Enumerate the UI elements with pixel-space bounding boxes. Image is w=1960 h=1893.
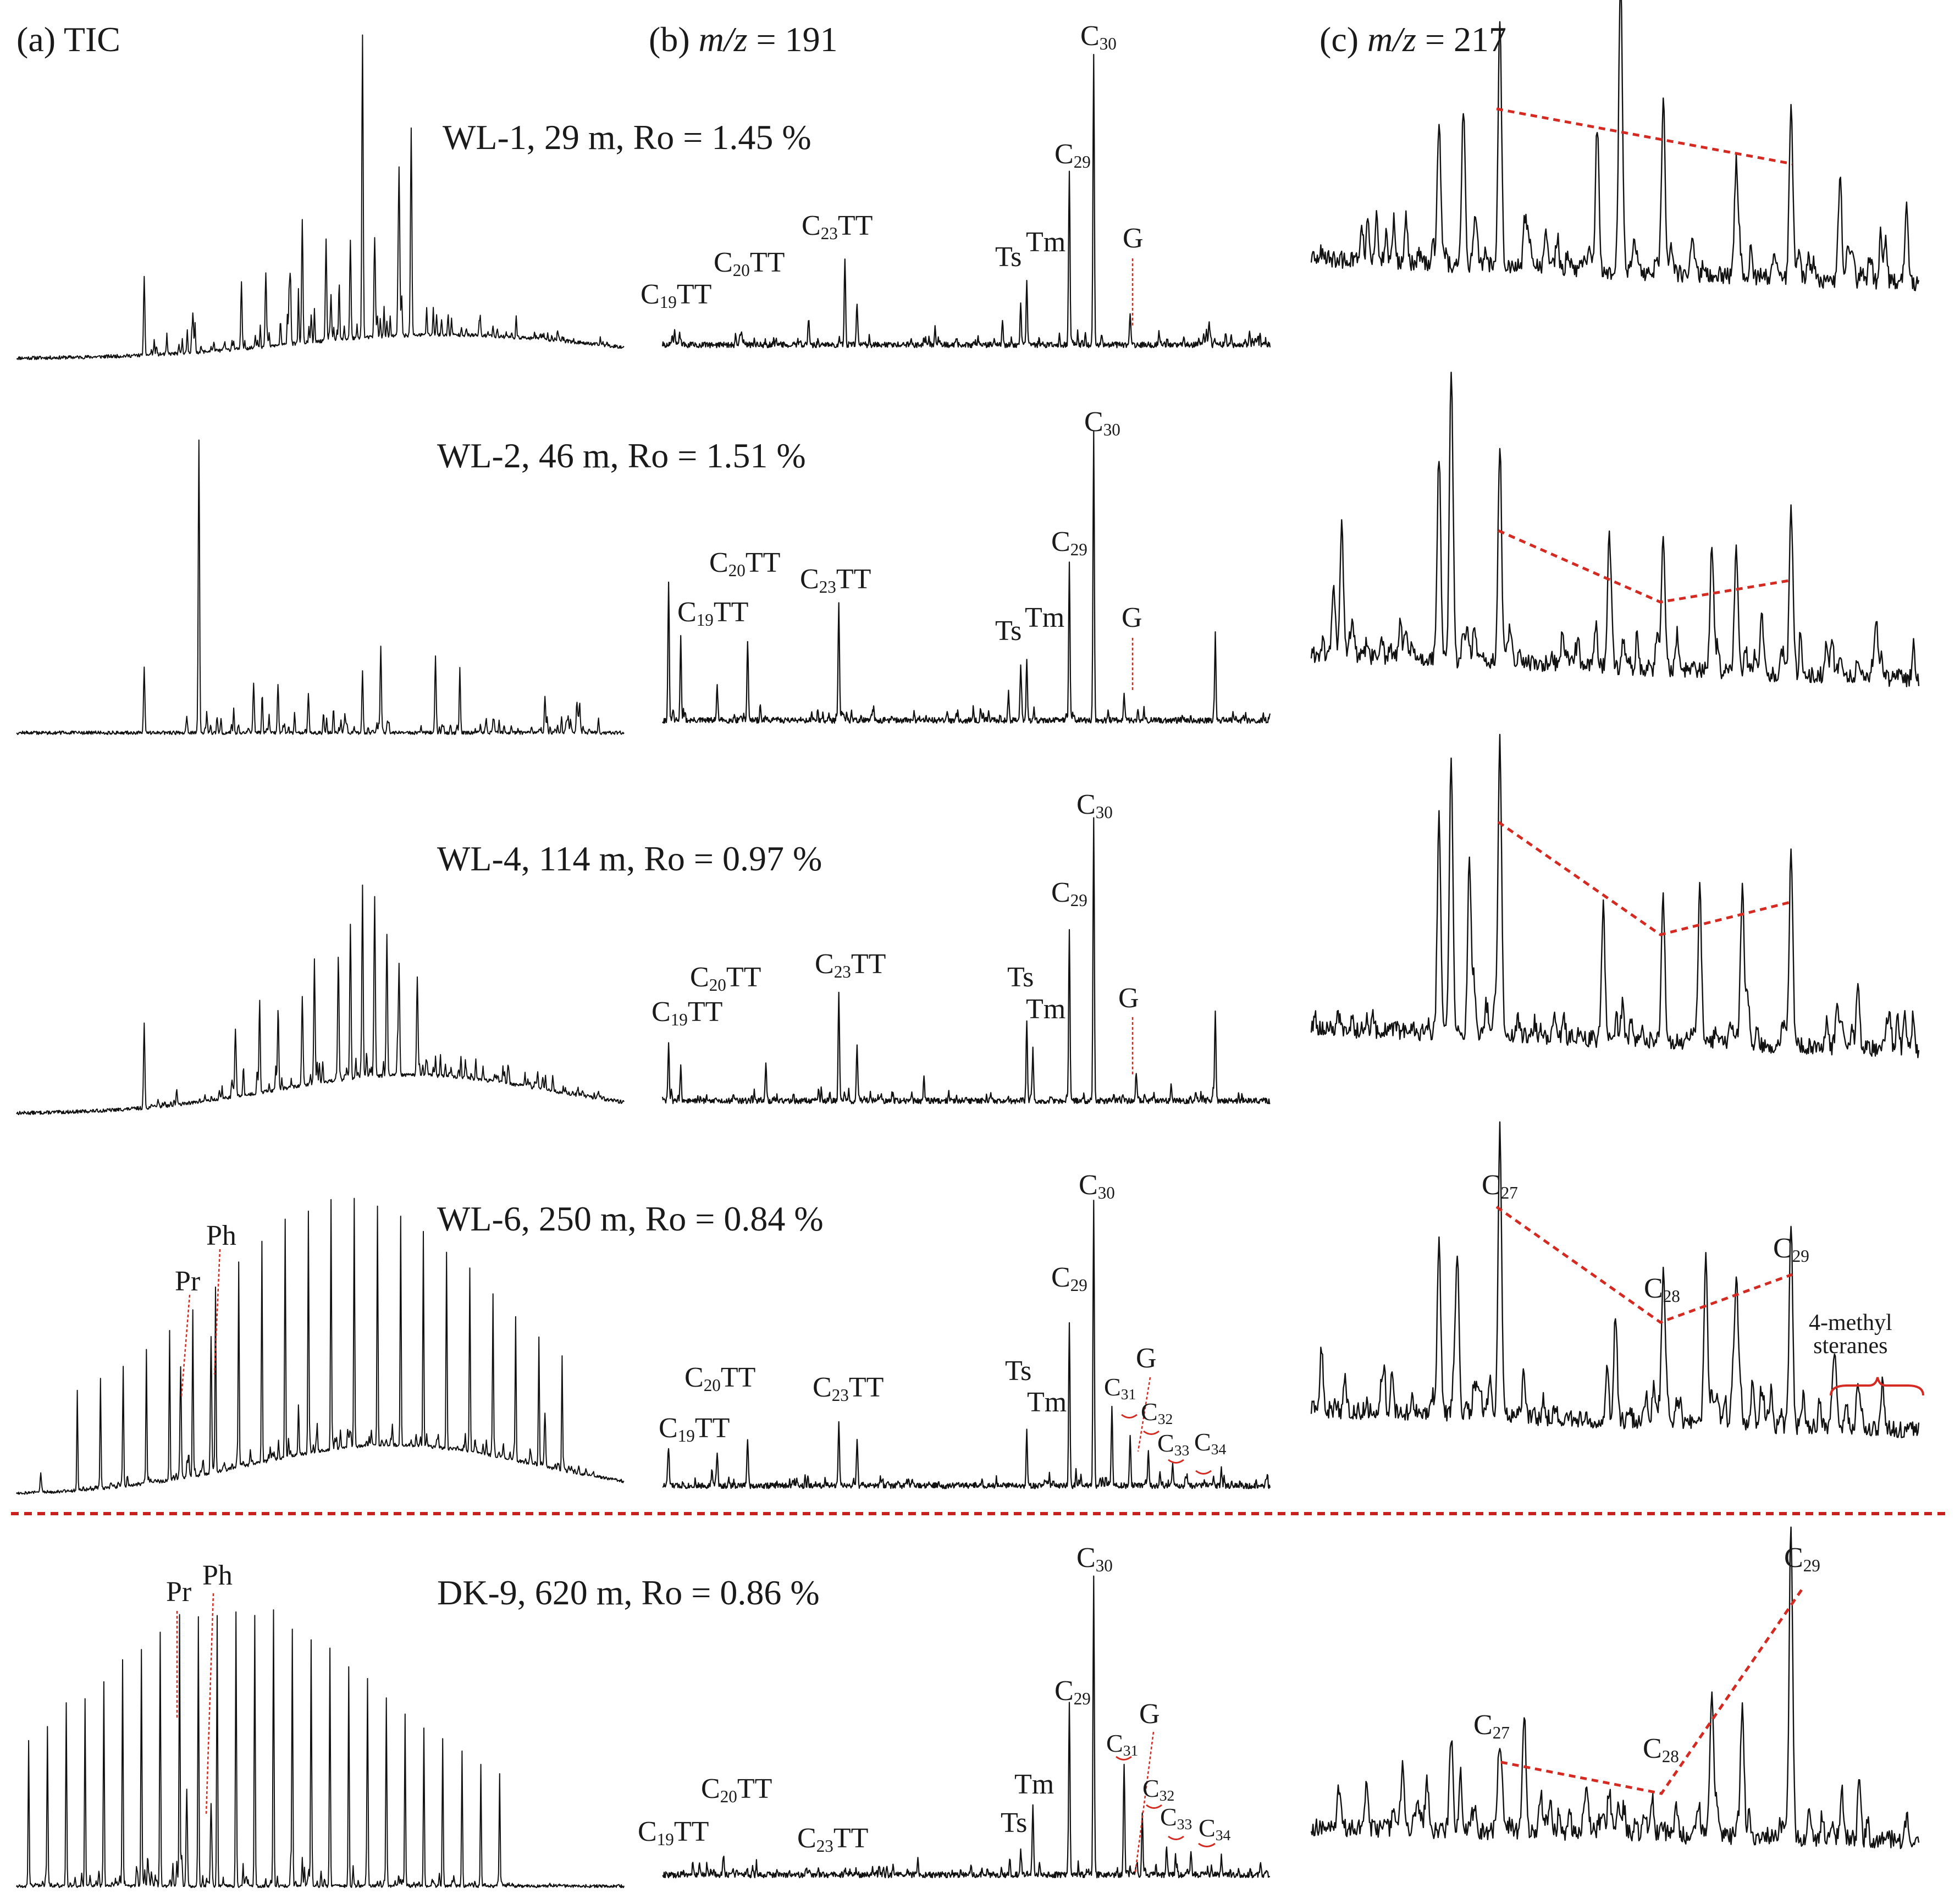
tic-trace-4 [16, 1197, 625, 1495]
leader-line-4 [1137, 1377, 1151, 1452]
tic-trace-5 [16, 1609, 625, 1889]
sterane-trend-line-1 [1496, 107, 1793, 165]
homohopane-bracket-5 [1116, 1756, 1132, 1760]
mz191-trace-1 [661, 54, 1271, 349]
mz217-trace-3 [1310, 733, 1920, 1058]
mz217-trace-5 [1310, 1526, 1920, 1850]
leader-line-5 [1134, 1731, 1155, 1873]
chromatogram-traces [16, 0, 1920, 1889]
homohopane-bracket-3 [1168, 1459, 1184, 1464]
mz217-trace-4 [1310, 1121, 1920, 1438]
homohopane-bracket-8 [1198, 1842, 1216, 1847]
sterane-trend-line-4 [1495, 1205, 1793, 1324]
homohopane-bracket-7 [1168, 1835, 1184, 1840]
tic-trace-1 [16, 34, 625, 360]
mz217-trace-1 [1310, 0, 1920, 291]
homohopane-bracket-6 [1146, 1804, 1162, 1809]
mz191-trace-4 [662, 1200, 1271, 1489]
sterane-trend-line-3 [1497, 820, 1793, 936]
leader-line-7 [213, 1249, 221, 1375]
homohopane-bracket-4 [1195, 1470, 1212, 1475]
leader-line-9 [205, 1593, 214, 1815]
leader-line-6 [180, 1294, 191, 1397]
tic-trace-3 [16, 884, 625, 1116]
homohopane-bracket-2 [1143, 1430, 1160, 1435]
tic-trace-2 [16, 439, 625, 735]
homohopane-bracket-1 [1121, 1414, 1138, 1419]
mz191-trace-5 [662, 1575, 1271, 1879]
mz217-trace-2 [1310, 372, 1920, 687]
annotation-lines [11, 107, 1949, 1873]
sterane-trend-line-5 [1500, 1588, 1804, 1795]
methyl-steranes-brace [1830, 1377, 1924, 1396]
sterane-trend-line-2 [1497, 529, 1793, 604]
mz191-trace-2 [662, 430, 1271, 724]
mz191-trace-3 [661, 817, 1271, 1105]
